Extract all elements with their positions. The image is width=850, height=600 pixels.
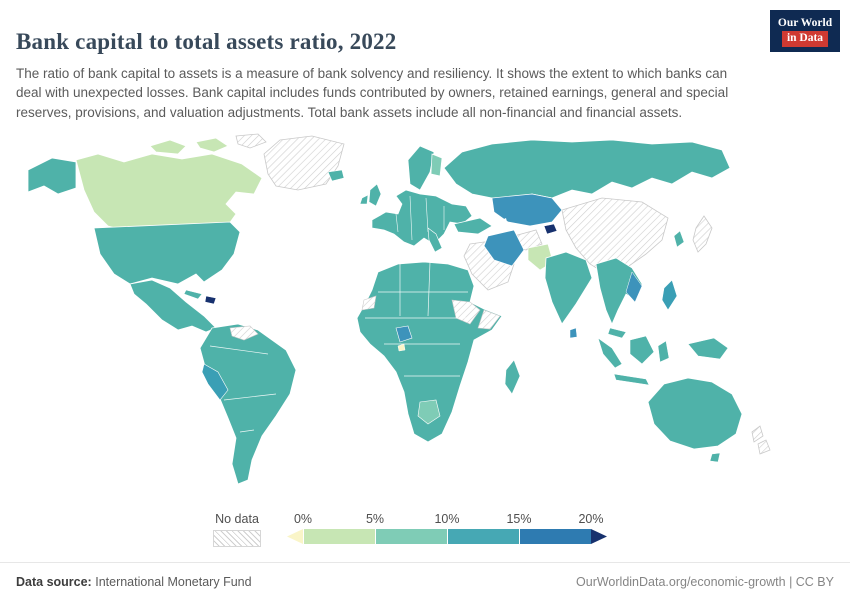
owid-logo-line1: Our World (777, 17, 833, 29)
country-equatorial-guinea[interactable] (397, 343, 406, 352)
data-source-value[interactable]: International Monetary Fund (95, 574, 252, 589)
legend-tick-labels: 0% 5% 10% 15% 20% (287, 512, 607, 529)
legend-bin-5-10[interactable] (375, 529, 447, 544)
region-europe[interactable] (371, 189, 473, 247)
page-title: Bank capital to total assets ratio, 2022 (16, 29, 397, 55)
country-italy[interactable] (427, 227, 443, 253)
legend-tick-0: 0% (293, 512, 313, 526)
country-vietnam[interactable] (625, 271, 643, 303)
canada-island-1[interactable] (149, 139, 187, 155)
country-japan[interactable] (692, 215, 713, 253)
country-somalia[interactable] (477, 309, 501, 330)
chart-subtitle: The ratio of bank capital to assets is a… (16, 65, 729, 121)
country-kazakhstan[interactable] (491, 193, 563, 227)
country-madagascar[interactable] (504, 359, 521, 395)
country-australia[interactable] (647, 377, 743, 450)
country-cuba[interactable] (183, 289, 203, 300)
country-finland[interactable] (430, 153, 443, 177)
country-mexico[interactable] (129, 279, 217, 333)
country-iran[interactable] (483, 229, 525, 267)
footer-license-link[interactable]: OurWorldinData.org/economic-growth | CC … (576, 574, 834, 589)
legend-no-data[interactable]: No data (213, 512, 261, 547)
country-venezuela[interactable] (229, 325, 259, 341)
country-western-sahara[interactable] (361, 295, 377, 311)
legend-scale: 0% 5% 10% 15% 20% (287, 512, 607, 544)
country-dominican-republic[interactable] (204, 295, 217, 305)
legend-tick-2: 10% (434, 512, 460, 526)
country-iceland[interactable] (327, 169, 345, 182)
island-new-guinea[interactable] (687, 337, 729, 360)
country-south-korea[interactable] (673, 230, 685, 248)
legend-no-data-swatch[interactable] (213, 530, 261, 547)
island-tasmania[interactable] (709, 452, 721, 463)
country-china[interactable] (561, 197, 669, 275)
europe-borders (395, 195, 445, 241)
country-india[interactable] (544, 251, 593, 325)
legend-bin-above-20[interactable] (591, 529, 607, 544)
legend-tick-3: 15% (506, 512, 532, 526)
country-alaska[interactable] (27, 157, 77, 195)
country-nigeria[interactable] (395, 325, 413, 343)
island-sumatra[interactable] (597, 337, 623, 369)
country-ireland[interactable] (359, 194, 369, 205)
sa-borders (209, 345, 277, 433)
country-sri-lanka[interactable] (569, 327, 578, 339)
country-namibia-botswana[interactable] (417, 399, 441, 425)
country-new-zealand[interactable] (751, 425, 764, 443)
country-tajikistan[interactable] (543, 223, 558, 235)
country-malaysia[interactable] (607, 327, 627, 339)
country-russia[interactable] (443, 139, 731, 203)
world-map-svg[interactable] (0, 132, 850, 514)
country-greenland[interactable] (263, 135, 345, 191)
legend-color-bar (287, 529, 607, 544)
legend-bin-10-15[interactable] (447, 529, 519, 544)
africa-borders (365, 261, 470, 377)
canada-island-2[interactable] (195, 137, 229, 153)
map-legend: No data 0% 5% 10% 15% 20% (213, 512, 607, 547)
arctic-island[interactable] (235, 133, 267, 149)
legend-bin-0-5[interactable] (303, 529, 375, 544)
region-indochina[interactable] (595, 257, 643, 325)
legend-tick-1: 5% (365, 512, 385, 526)
country-south-america[interactable] (199, 323, 297, 485)
island-borneo[interactable] (629, 335, 655, 365)
country-philippines[interactable] (661, 279, 678, 311)
data-source[interactable]: Data source: International Monetary Fund (16, 575, 252, 589)
country-united-states[interactable] (93, 221, 241, 285)
legend-tick-4: 20% (578, 512, 604, 526)
chart-footer: Data source: International Monetary Fund… (0, 562, 850, 600)
legend-no-data-label: No data (215, 512, 259, 526)
country-turkey[interactable] (453, 217, 493, 235)
data-source-label: Data source: (16, 574, 92, 589)
owid-logo[interactable]: Our World in Data (770, 10, 840, 52)
legend-bin-15-20[interactable] (519, 529, 591, 544)
country-united-kingdom[interactable] (368, 183, 382, 207)
country-canada[interactable] (75, 153, 263, 235)
legend-bin-below-0[interactable] (287, 529, 303, 544)
world-map[interactable] (0, 132, 850, 514)
country-new-zealand-south[interactable] (757, 439, 771, 455)
island-sulawesi[interactable] (657, 340, 670, 363)
country-scandinavia[interactable] (407, 145, 435, 191)
country-peru[interactable] (201, 363, 229, 401)
island-java[interactable] (613, 373, 650, 386)
owid-logo-line2: in Data (781, 31, 829, 47)
